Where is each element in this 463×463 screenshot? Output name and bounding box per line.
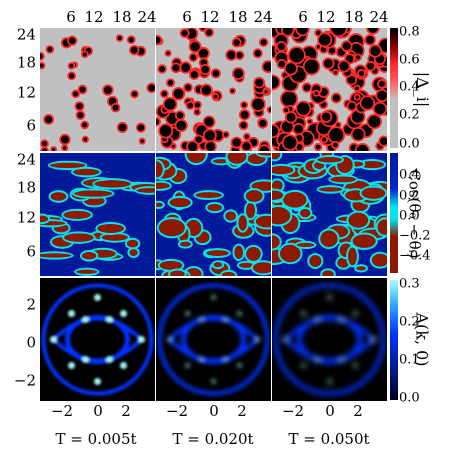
top-tick: 6 xyxy=(66,8,76,26)
colorbar-tick: 0.0 xyxy=(399,136,420,152)
column-label: T = 0.050t xyxy=(288,430,370,448)
colorbar-tick: 0.0 xyxy=(399,390,420,406)
left-tick: 24 xyxy=(16,150,36,169)
top-tick: 12 xyxy=(316,8,336,26)
left-tick: −2 xyxy=(13,371,36,390)
colorbar-phase xyxy=(390,153,398,273)
top-tick: 12 xyxy=(84,8,104,26)
colorbar-label-spectral: A(k, 0) xyxy=(412,312,432,367)
top-tick: 24 xyxy=(253,8,273,26)
colorbar-spectral xyxy=(390,280,398,400)
top-tick: 12 xyxy=(200,8,220,26)
left-tick: 12 xyxy=(16,208,36,227)
colorbar-tick: 0.2 xyxy=(399,188,420,204)
panel-gap-magnitude-1 xyxy=(40,28,155,151)
colorbar-tick: 0.3 xyxy=(399,276,420,292)
panel-phase-correlation-2 xyxy=(156,153,271,276)
panel-gap-magnitude-3 xyxy=(272,28,387,151)
left-tick: 6 xyxy=(26,242,36,261)
panel-spectral-function-3 xyxy=(272,278,387,401)
left-tick: 0 xyxy=(26,333,36,352)
panel-spectral-function-1 xyxy=(40,278,155,401)
top-tick: 24 xyxy=(137,8,157,26)
bottom-tick: 0 xyxy=(325,402,335,420)
colorbar-tick: 0.1 xyxy=(399,352,420,368)
colorbar-tick: 0.8 xyxy=(399,24,420,40)
top-tick: 6 xyxy=(298,8,308,26)
colorbar-tick: 0.2 xyxy=(399,314,420,330)
bottom-tick: 0 xyxy=(93,402,103,420)
top-tick: 24 xyxy=(369,8,389,26)
bottom-tick: 2 xyxy=(353,402,363,420)
bottom-tick: 2 xyxy=(237,402,247,420)
left-tick: 12 xyxy=(16,83,36,102)
left-tick: 18 xyxy=(16,178,36,197)
bottom-tick: −2 xyxy=(165,402,189,420)
bottom-tick: 2 xyxy=(121,402,131,420)
top-tick: 18 xyxy=(344,8,364,26)
bottom-tick: 0 xyxy=(209,402,219,420)
panel-spectral-function-2 xyxy=(156,278,271,401)
panel-gap-magnitude-2 xyxy=(156,28,271,151)
colorbar-tick: 0.4 xyxy=(399,167,420,183)
colorbar-gap xyxy=(390,28,398,148)
left-tick: 18 xyxy=(16,53,36,72)
colorbar-tick: 0.2 xyxy=(399,107,420,123)
colorbar-tick: 0.6 xyxy=(399,52,420,68)
top-tick: 18 xyxy=(228,8,248,26)
panel-phase-correlation-3 xyxy=(272,153,387,276)
bottom-tick: −2 xyxy=(281,402,305,420)
left-tick: 2 xyxy=(26,295,36,314)
panel-phase-correlation-1 xyxy=(40,153,155,276)
column-label: T = 0.005t xyxy=(55,430,137,448)
colorbar-tick: −0.4 xyxy=(399,248,431,264)
top-tick: 18 xyxy=(112,8,132,26)
colorbar-label-phase: Cos(θ₀ − θᵢ) xyxy=(405,169,424,259)
colorbar-tick: −0.2 xyxy=(399,228,431,244)
column-label: T = 0.020t xyxy=(172,430,254,448)
colorbar-tick: 0.4 xyxy=(399,79,420,95)
top-tick: 6 xyxy=(182,8,192,26)
bottom-tick: −2 xyxy=(50,402,74,420)
left-tick: 6 xyxy=(26,116,36,135)
colorbar-tick: 0.0 xyxy=(399,208,420,224)
colorbar-label-gap: |Δ_i| xyxy=(413,71,433,108)
left-tick: 24 xyxy=(16,25,36,44)
